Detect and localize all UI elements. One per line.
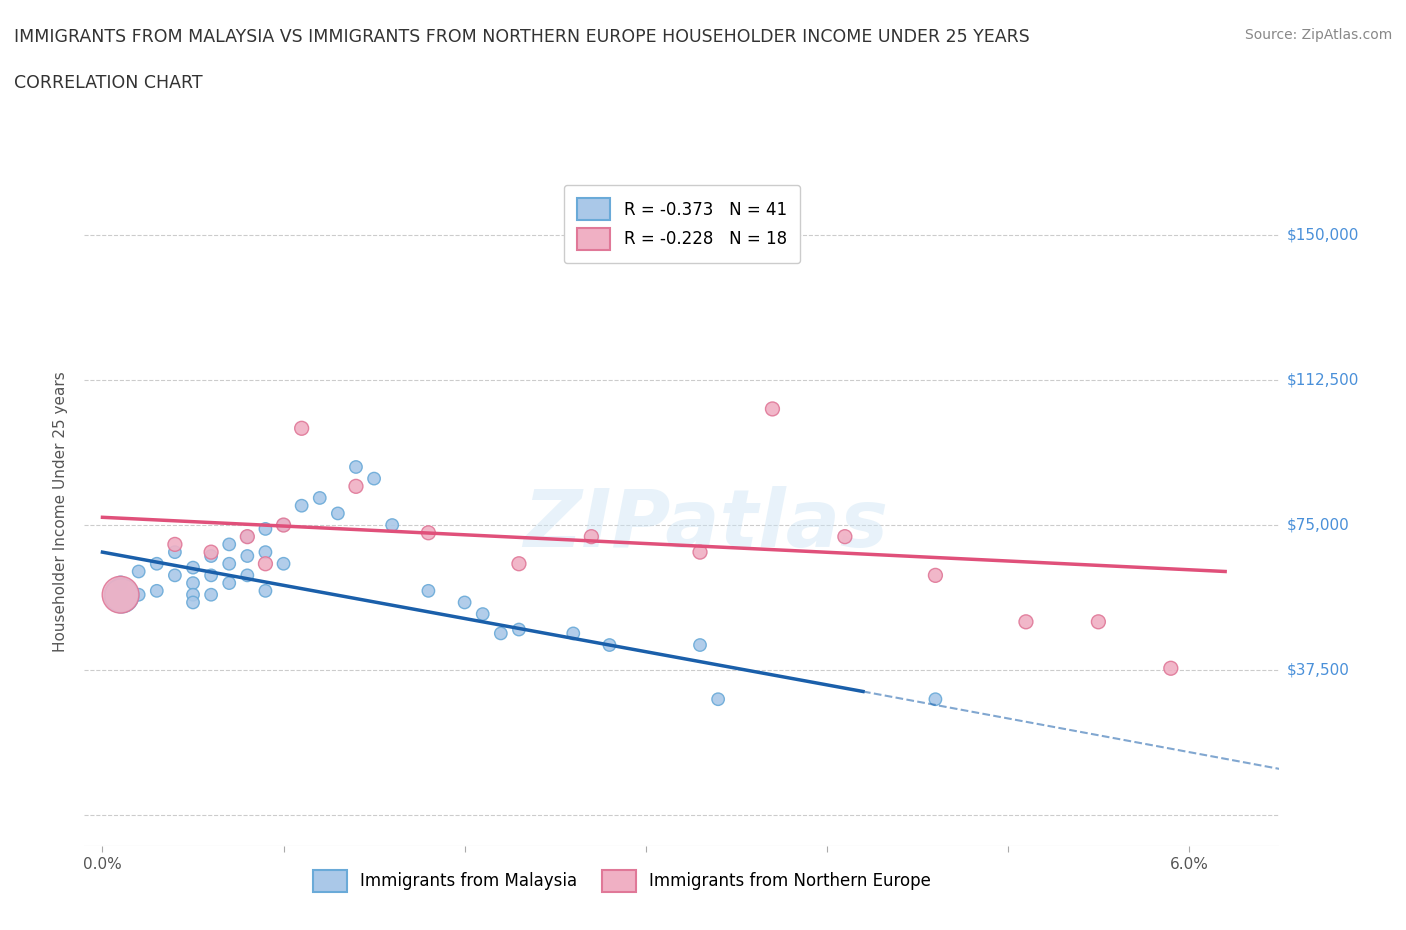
Point <box>344 479 367 494</box>
Point <box>218 576 240 591</box>
Point <box>200 549 222 564</box>
Point <box>453 595 475 610</box>
Point <box>110 587 132 602</box>
Point <box>218 537 240 551</box>
Point <box>181 595 204 610</box>
Point <box>254 583 277 598</box>
Point <box>707 692 730 707</box>
Text: $150,000: $150,000 <box>1286 227 1358 242</box>
Point <box>236 568 259 583</box>
Point <box>344 459 367 474</box>
Text: IMMIGRANTS FROM MALAYSIA VS IMMIGRANTS FROM NORTHERN EUROPE HOUSEHOLDER INCOME U: IMMIGRANTS FROM MALAYSIA VS IMMIGRANTS F… <box>14 28 1029 46</box>
Point <box>598 638 620 653</box>
Point <box>128 587 150 602</box>
Point <box>181 560 204 575</box>
Point <box>218 556 240 571</box>
Point <box>508 622 530 637</box>
Text: Source: ZipAtlas.com: Source: ZipAtlas.com <box>1244 28 1392 42</box>
Point <box>163 568 186 583</box>
Point <box>163 537 186 551</box>
Point <box>1087 615 1109 630</box>
Point <box>146 583 169 598</box>
Point <box>273 556 295 571</box>
Point <box>236 549 259 564</box>
Point <box>200 545 222 560</box>
Point <box>381 518 404 533</box>
Point <box>834 529 856 544</box>
Point <box>291 498 314 513</box>
Legend: Immigrants from Malaysia, Immigrants from Northern Europe: Immigrants from Malaysia, Immigrants fro… <box>299 857 945 905</box>
Point <box>418 583 440 598</box>
Point <box>128 565 150 579</box>
Point <box>471 606 494 621</box>
Point <box>418 525 440 540</box>
Point <box>163 545 186 560</box>
Point <box>326 506 349 521</box>
Point <box>363 472 385 486</box>
Point <box>1015 615 1038 630</box>
Point <box>236 529 259 544</box>
Point <box>254 545 277 560</box>
Text: ZIPatlas: ZIPatlas <box>523 485 889 564</box>
Y-axis label: Householder Income Under 25 years: Householder Income Under 25 years <box>53 371 69 652</box>
Text: $37,500: $37,500 <box>1286 663 1350 678</box>
Point <box>254 556 277 571</box>
Point <box>146 556 169 571</box>
Point <box>562 626 585 641</box>
Point <box>689 545 711 560</box>
Point <box>110 587 132 602</box>
Point <box>200 587 222 602</box>
Point <box>761 402 783 417</box>
Text: $75,000: $75,000 <box>1286 518 1350 533</box>
Point <box>273 518 295 533</box>
Point <box>181 587 204 602</box>
Point <box>291 421 314 436</box>
Point <box>273 518 295 533</box>
Point <box>924 568 946 583</box>
Point <box>508 556 530 571</box>
Point <box>236 529 259 544</box>
Text: $112,500: $112,500 <box>1286 372 1358 388</box>
Point <box>489 626 512 641</box>
Point <box>200 568 222 583</box>
Point <box>1160 661 1182 676</box>
Point <box>581 529 603 544</box>
Point <box>308 490 330 505</box>
Point <box>110 576 132 591</box>
Point <box>924 692 946 707</box>
Text: CORRELATION CHART: CORRELATION CHART <box>14 74 202 92</box>
Point <box>689 638 711 653</box>
Point <box>181 576 204 591</box>
Point <box>254 522 277 537</box>
